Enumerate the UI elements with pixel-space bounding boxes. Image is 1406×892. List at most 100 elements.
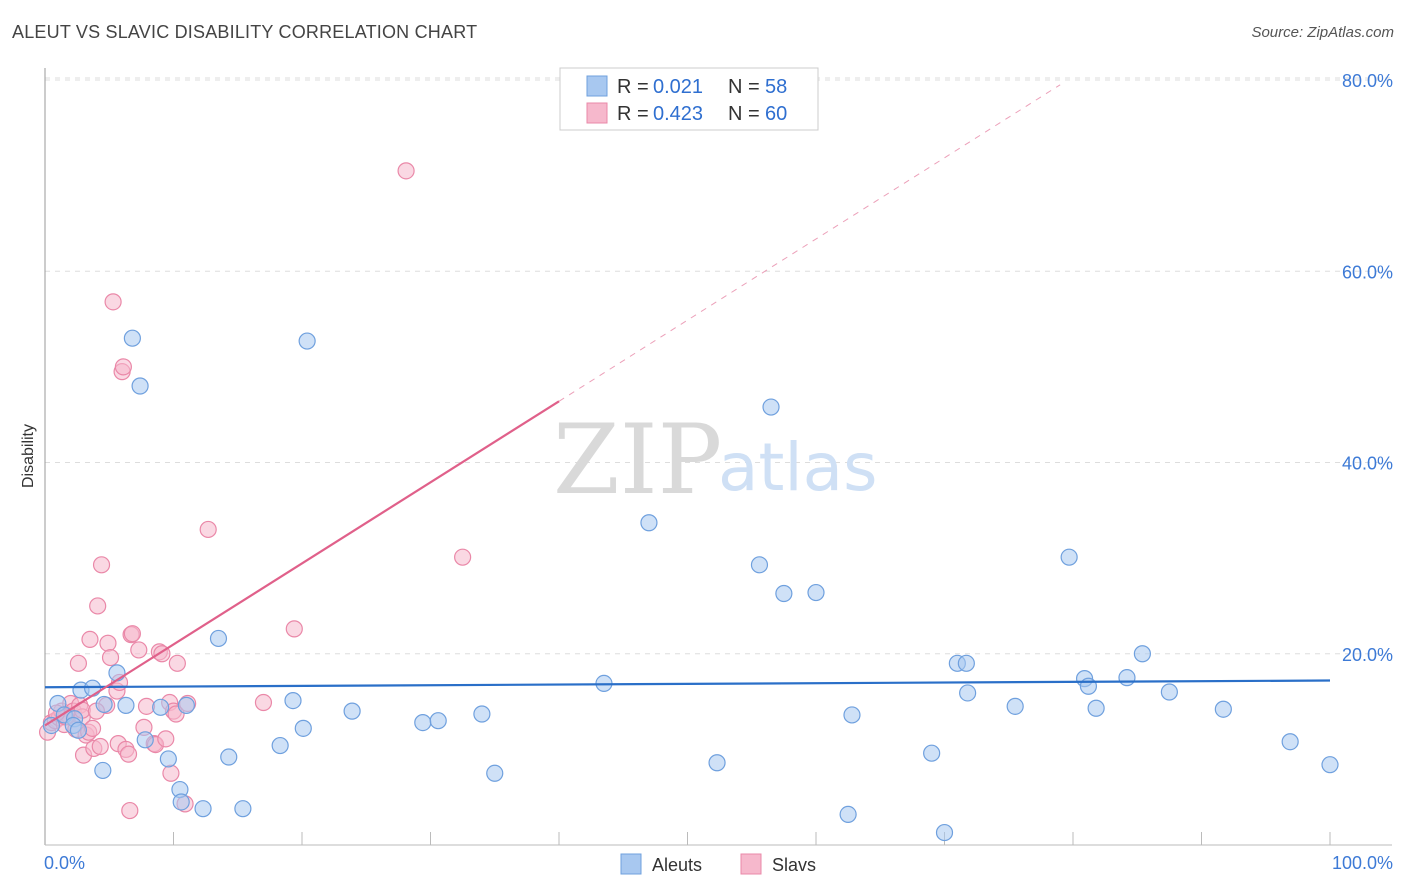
y-tick-labels: 20.0% 40.0% 60.0% 80.0%	[1342, 71, 1393, 665]
watermark-zip: ZIP	[553, 404, 722, 516]
slav-point-20	[91, 737, 109, 756]
y-tick-label-60: 60.0%	[1342, 262, 1393, 282]
legend-r-label-aleuts: R =	[617, 76, 649, 98]
y-axis-label: Disability	[20, 424, 37, 488]
slav-point-25	[104, 293, 122, 311]
grid-lines	[45, 77, 1392, 655]
aleut-point-32	[486, 764, 504, 782]
slavs-trend-extension	[558, 84, 1061, 402]
legend-r-label-slavs: R =	[617, 103, 649, 125]
aleut-point-0	[42, 716, 61, 735]
bottom-legend-swatch-slavs	[740, 853, 762, 875]
series-legend: Aleuts Slavs	[620, 853, 816, 875]
x-tick-label-max: 100.0%	[1332, 853, 1393, 873]
slav-point-52	[254, 693, 273, 712]
aleut-point-38	[775, 584, 793, 603]
aleut-point-24	[271, 736, 289, 755]
slav-point-12	[69, 654, 88, 672]
slav-point-30	[114, 358, 132, 376]
aleut-point-10	[108, 664, 126, 682]
aleut-point-31	[473, 705, 491, 723]
aleut-point-18	[172, 793, 190, 811]
aleut-point-34	[640, 514, 658, 532]
slav-point-16	[81, 630, 99, 649]
slav-point-55	[454, 548, 472, 566]
aleut-point-25	[284, 692, 302, 710]
slavs-trend-line	[44, 400, 560, 727]
bottom-legend-label-aleuts: Aleuts	[652, 855, 702, 875]
trend-lines	[44, 84, 1331, 727]
aleut-point-26	[294, 719, 312, 737]
aleut-point-9	[95, 695, 113, 714]
aleut-point-27	[298, 332, 316, 350]
aleut-point-12	[123, 329, 141, 347]
slav-point-19	[89, 597, 107, 615]
slav-point-36	[130, 641, 148, 659]
legend-n-value-aleuts: 58	[765, 76, 787, 98]
source-label: Source: ZipAtlas.com	[1251, 24, 1394, 41]
chart-title: ALEUT VS SLAVIC DISABILITY CORRELATION C…	[12, 22, 478, 42]
slav-point-21	[92, 556, 111, 574]
aleut-point-28	[343, 702, 361, 720]
aleut-point-30	[429, 712, 447, 730]
y-tick-label-80: 80.0%	[1342, 71, 1393, 91]
legend-n-label-aleuts: N =	[728, 76, 760, 98]
aleut-point-5	[69, 721, 88, 739]
aleut-point-54	[1160, 683, 1178, 701]
aleut-point-20	[194, 800, 212, 818]
slav-point-45	[162, 764, 180, 782]
aleut-point-8	[94, 761, 112, 780]
aleut-point-39	[807, 583, 825, 602]
aleut-point-41	[843, 706, 861, 724]
slav-point-32	[119, 745, 138, 763]
aleut-point-53	[1133, 645, 1151, 663]
aleut-point-35	[708, 754, 726, 772]
bottom-legend-swatch-aleuts	[620, 853, 642, 875]
aleut-point-57	[1321, 756, 1339, 774]
aleut-point-22	[220, 748, 238, 766]
x-tick-label-min: 0.0%	[44, 853, 85, 873]
aleut-point-47	[1006, 697, 1024, 715]
axes	[44, 68, 1392, 846]
aleut-point-48	[1060, 548, 1078, 566]
legend-n-label-slavs: N =	[728, 103, 760, 125]
aleut-point-55	[1214, 700, 1232, 718]
legend-r-value-slavs: 0.423	[653, 103, 703, 125]
aleut-point-37	[762, 398, 780, 416]
slav-point-24	[101, 648, 120, 667]
slavs-points	[38, 162, 472, 820]
slav-point-23	[99, 634, 117, 652]
aleut-point-45	[957, 654, 975, 672]
aleut-point-43	[935, 823, 954, 842]
legend-swatch-aleuts	[586, 75, 608, 97]
legend-r-value-aleuts: 0.021	[653, 76, 703, 98]
aleut-point-14	[136, 731, 154, 749]
x-tick-marks	[173, 832, 1331, 845]
aleut-point-11	[117, 696, 135, 714]
slav-point-17	[83, 719, 102, 737]
aleut-point-42	[923, 744, 941, 762]
slav-point-54	[397, 162, 415, 180]
slav-point-43	[157, 730, 175, 748]
aleut-point-51	[1087, 699, 1105, 717]
aleut-point-40	[839, 805, 857, 824]
slav-point-51	[199, 520, 217, 539]
aleut-point-7	[83, 679, 102, 697]
slav-point-53	[285, 620, 303, 638]
aleut-point-13	[131, 377, 149, 395]
aleut-point-19	[177, 696, 195, 714]
stats-legend: R = 0.021 N = 58 R = 0.423 N = 60	[559, 67, 819, 131]
slav-point-48	[168, 654, 186, 672]
watermark-atlas: atlas	[718, 429, 878, 506]
watermark: ZIP atlas	[553, 404, 878, 516]
aleut-point-21	[209, 629, 228, 648]
aleut-point-29	[414, 713, 432, 732]
y-tick-label-20: 20.0%	[1342, 645, 1393, 665]
legend-swatch-slavs	[586, 102, 608, 124]
y-tick-label-40: 40.0%	[1342, 454, 1393, 474]
aleut-point-56	[1281, 733, 1299, 751]
bottom-legend-label-slavs: Slavs	[772, 855, 816, 875]
aleuts-points	[42, 329, 1339, 842]
aleuts-trend-line	[44, 679, 1331, 689]
